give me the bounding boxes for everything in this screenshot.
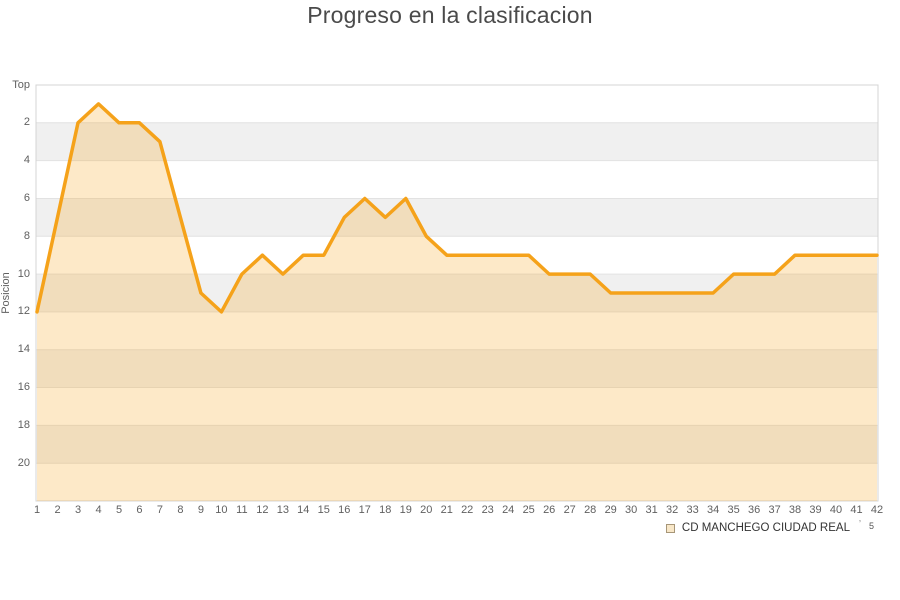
x-tick-label: 38 bbox=[788, 504, 802, 516]
y-band bbox=[36, 122, 878, 161]
x-tick-label: 25 bbox=[522, 504, 535, 516]
x-tick-label: 21 bbox=[440, 504, 453, 516]
y-tick-label: 4 bbox=[23, 154, 30, 167]
x-tick-label: 41 bbox=[850, 504, 863, 516]
x-tick-label: 35 bbox=[727, 504, 740, 516]
x-tick-label: 9 bbox=[197, 504, 204, 516]
x-tick-label: 26 bbox=[543, 504, 556, 516]
x-tick-label: 29 bbox=[604, 504, 617, 516]
x-tick-label: 18 bbox=[379, 504, 392, 516]
x-tick-label: 1 bbox=[33, 504, 41, 516]
x-tick-label: 40 bbox=[829, 504, 843, 516]
x-tick-label: 16 bbox=[338, 504, 351, 516]
y-axis-title: Posicion bbox=[0, 272, 12, 314]
y-tick-label: 2 bbox=[23, 116, 30, 129]
y-tick-label: Top bbox=[12, 78, 30, 91]
legend-note-mark: ʼ bbox=[858, 519, 861, 529]
plot-border bbox=[35, 84, 879, 502]
y-band bbox=[36, 425, 878, 464]
x-tick-label: 17 bbox=[358, 504, 371, 516]
x-tick-label: 14 bbox=[297, 504, 310, 516]
y-tick-label: 12 bbox=[17, 305, 30, 318]
x-tick-label: 6 bbox=[136, 504, 143, 516]
x-tick-label: 11 bbox=[236, 504, 248, 516]
x-tick-label: 15 bbox=[317, 504, 330, 516]
legend-note: 5 bbox=[868, 521, 874, 531]
series-line bbox=[35, 102, 879, 314]
x-tick-label: 7 bbox=[156, 504, 163, 516]
x-tick-label: 27 bbox=[563, 504, 576, 516]
y-tick-label: 6 bbox=[23, 192, 30, 204]
y-band bbox=[36, 349, 878, 388]
y-tick-label: 10 bbox=[17, 267, 30, 280]
x-tick-label: 2 bbox=[54, 504, 61, 516]
x-tick-label: 32 bbox=[665, 504, 679, 516]
y-tick-label: 8 bbox=[23, 229, 30, 242]
x-tick-label: 5 bbox=[115, 504, 123, 516]
x-tick-label: 4 bbox=[95, 504, 102, 516]
series-area bbox=[37, 103, 877, 502]
x-tick-label: 13 bbox=[276, 504, 290, 516]
x-tick-label: 37 bbox=[768, 504, 781, 516]
y-tick-label: 14 bbox=[17, 343, 30, 356]
legend-item-cd-manchego[interactable]: CD MANCHEGO CIUDAD REAL ʼ 5 bbox=[665, 519, 874, 534]
x-tick-label: 8 bbox=[177, 504, 184, 516]
x-tick-label: 28 bbox=[584, 504, 597, 516]
x-tick-label: 20 bbox=[420, 504, 433, 516]
y-band bbox=[36, 274, 878, 312]
legend-swatch-icon bbox=[665, 523, 675, 533]
x-tick-label: 3 bbox=[74, 504, 82, 516]
x-tick-label: 12 bbox=[256, 504, 269, 516]
x-tick-label: 39 bbox=[809, 504, 822, 516]
y-axis-tick-labels: Top 2 4 6 8 10 12 14 16 18 20 bbox=[0, 0, 30, 600]
x-tick-label: 10 bbox=[215, 504, 228, 516]
x-tick-label: 23 bbox=[481, 504, 494, 516]
x-tick-label: 22 bbox=[461, 504, 474, 516]
x-axis-tick-labels: 1 2 3 4 5 6 7 8 9 10 11 12 13 14 15 16 17 18 19 20 21 22 23 24 2… bbox=[0, 504, 900, 520]
legend-label: CD MANCHEGO CIUDAD REAL bbox=[681, 522, 850, 534]
x-tick-label: 30 bbox=[624, 504, 638, 516]
x-tick-label: 33 bbox=[686, 504, 699, 516]
y-tick-label: 18 bbox=[17, 418, 30, 431]
x-tick-label: 42 bbox=[870, 504, 884, 516]
x-tick-label: 24 bbox=[502, 504, 515, 516]
x-tick-label: 36 bbox=[747, 504, 761, 516]
x-tick-label: 19 bbox=[399, 504, 412, 516]
y-tick-label: 20 bbox=[17, 456, 30, 469]
y-tick-label: 16 bbox=[17, 381, 30, 393]
chart-title: Progreso en la clasificacion bbox=[307, 2, 593, 28]
x-tick-label: 34 bbox=[706, 504, 720, 516]
x-tick-label: 31 bbox=[645, 504, 658, 516]
